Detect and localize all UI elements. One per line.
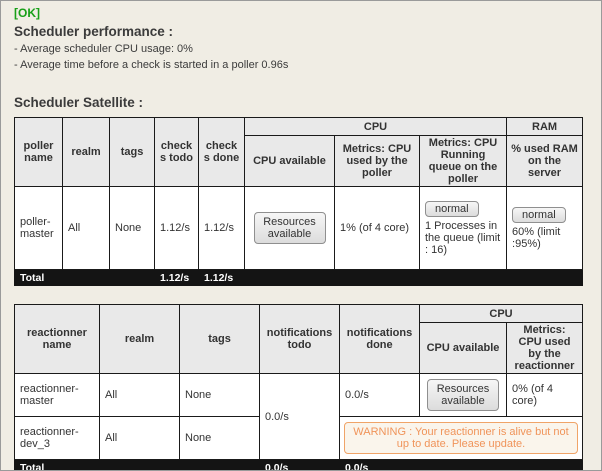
tags-header: tags [179,304,260,374]
poller-name-cell: poller-master [14,186,63,270]
cpu-queue-cell: normal 1 Processes in the queue (limit :… [418,186,508,270]
queue-normal-badge[interactable]: normal [425,200,479,217]
checks-todo-cell: 1.12/s [154,186,199,270]
reactionner-total-row: Total 0.0/s 0.0/s [14,459,584,470]
cpu-usage-line: - Average scheduler CPU usage: 0% [14,43,193,55]
tags-header: tags [109,117,155,187]
realm-cell: All [99,373,180,417]
cpu-used-cell: 1% (of 4 core) [334,186,420,270]
queue-detail-text: 1 Processes in the queue (limit : 16) [425,219,501,256]
ram-cell: normal 60% (limit :95%) [506,186,584,270]
tags-cell: None [179,416,260,460]
cpu-available-header: CPU available [244,135,335,187]
reactionner-warning-message: WARNING : Your reactionner is alive but … [344,422,579,454]
reactionner-table: reactionner name realm tags notification… [14,304,584,470]
cpu-group-header: CPU [243,117,508,136]
total-label: Total [14,459,260,470]
checks-done-cell: 1.12/s [198,186,245,270]
poller-name-header: poller name [14,117,63,187]
cpu-available-cell: Resources available [419,373,507,417]
realm-cell: All [62,186,110,270]
notifications-todo-cell: 0.0/s [259,373,340,460]
tags-cell: None [179,373,260,417]
performance-section-title: Scheduler performance : [14,24,174,39]
total-notifications-todo: 0.0/s [259,459,340,470]
total-checks-done: 1.12/s [198,269,245,286]
cpu-available-header: CPU available [419,322,507,374]
realm-cell: All [99,416,180,460]
resources-available-badge[interactable]: Resources available [427,379,499,411]
reactionner-name-header: reactionner name [14,304,100,374]
ram-used-header: % used RAM on the server [506,135,584,187]
notifications-done-cell: 0.0/s [339,373,420,417]
tags-cell: None [109,186,155,270]
realm-header: realm [99,304,180,374]
poller-total-row: Total 1.12/s 1.12/s [14,269,584,286]
checks-done-header: checks done [198,117,245,187]
cpu-used-header: Metrics: CPU used by the poller [334,135,420,187]
ram-group-header: RAM [506,117,584,136]
reactionner-name-cell: reactionner-dev_3 [14,416,100,460]
satellite-section-title: Scheduler Satellite : [14,95,144,110]
total-checks-todo: 1.12/s [154,269,199,286]
total-empty-cell [418,459,584,470]
cpu-group-header: CPU [418,304,584,323]
table-row: reactionner-dev_3 All None WARNING : You… [14,416,584,460]
ram-normal-badge[interactable]: normal [512,206,566,223]
total-label: Total [14,269,155,286]
resources-available-badge[interactable]: Resources available [253,212,326,244]
warning-cell: WARNING : Your reactionner is alive but … [338,416,584,460]
table-row: poller-master All None 1.12/s 1.12/s Res… [14,186,584,270]
cpu-available-cell: Resources available [244,186,335,270]
cpu-used-header: Metrics: CPU used by the reactionner [505,322,584,374]
cpu-queue-header: Metrics: CPU Running queue on the poller [418,135,508,187]
notifications-todo-header: notifications todo [259,304,340,374]
reactionner-name-cell: reactionner-master [14,373,100,417]
check-latency-line: - Average time before a check is started… [14,59,289,71]
notifications-done-header: notifications done [339,304,420,374]
poller-table: poller name realm tags checks todo check… [14,117,584,286]
ram-detail-text: 60% (limit :95%) [512,225,561,250]
total-empty-cell [243,269,584,286]
status-badge: [OK] [14,6,40,20]
checks-todo-header: checks todo [154,117,199,187]
table-row: reactionner-master All None 0.0/s 0.0/s … [14,373,584,460]
total-notifications-done: 0.0/s [339,459,420,470]
realm-header: realm [62,117,110,187]
cpu-used-cell: 0% (of 4 core) [505,373,584,417]
